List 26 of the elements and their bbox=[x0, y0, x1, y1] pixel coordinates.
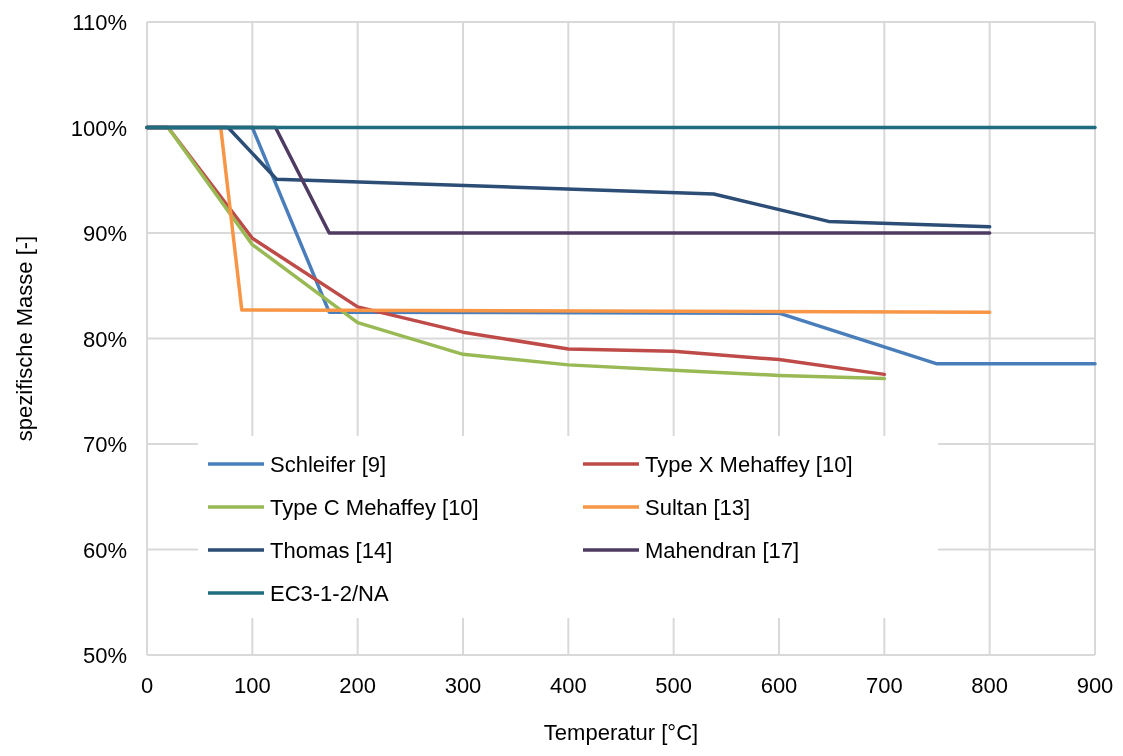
legend-label: Sultan [13] bbox=[645, 495, 751, 520]
y-tick-label: 90% bbox=[82, 221, 127, 246]
x-tick-label: 300 bbox=[444, 673, 482, 698]
x-tick-label: 0 bbox=[140, 673, 154, 698]
x-tick-label: 400 bbox=[549, 673, 587, 698]
legend-label: EC3-1-2/NA bbox=[270, 581, 389, 606]
y-tick-label: 100% bbox=[70, 115, 127, 141]
y-tick-label: 80% bbox=[82, 326, 127, 352]
x-tick-label: 800 bbox=[971, 673, 1009, 698]
x-tick-label: 600 bbox=[760, 673, 798, 698]
y-axis-title: spezifische Masse [-] bbox=[12, 235, 37, 442]
x-tick-label: 500 bbox=[655, 673, 693, 698]
x-tick-label: 700 bbox=[865, 673, 903, 698]
y-tick-label: 110% bbox=[72, 10, 127, 35]
legend-label: Thomas [14] bbox=[270, 538, 393, 563]
y-tick-label: 70% bbox=[82, 432, 127, 457]
legend-label: Type X Mehaffey [10] bbox=[645, 452, 853, 477]
legend-label: Mahendran [17] bbox=[645, 538, 800, 563]
y-tick-label: 60% bbox=[82, 537, 127, 563]
x-tick-label: 200 bbox=[339, 673, 377, 698]
legend-label: Schleifer [9] bbox=[270, 452, 387, 477]
x-axis-title: Temperatur [°C] bbox=[543, 720, 699, 745]
y-tick-label: 50% bbox=[82, 643, 127, 668]
legend-label: Type C Mehaffey [10] bbox=[270, 495, 479, 520]
x-tick-label: 100 bbox=[233, 673, 271, 698]
x-tick-label: 900 bbox=[1076, 673, 1114, 698]
